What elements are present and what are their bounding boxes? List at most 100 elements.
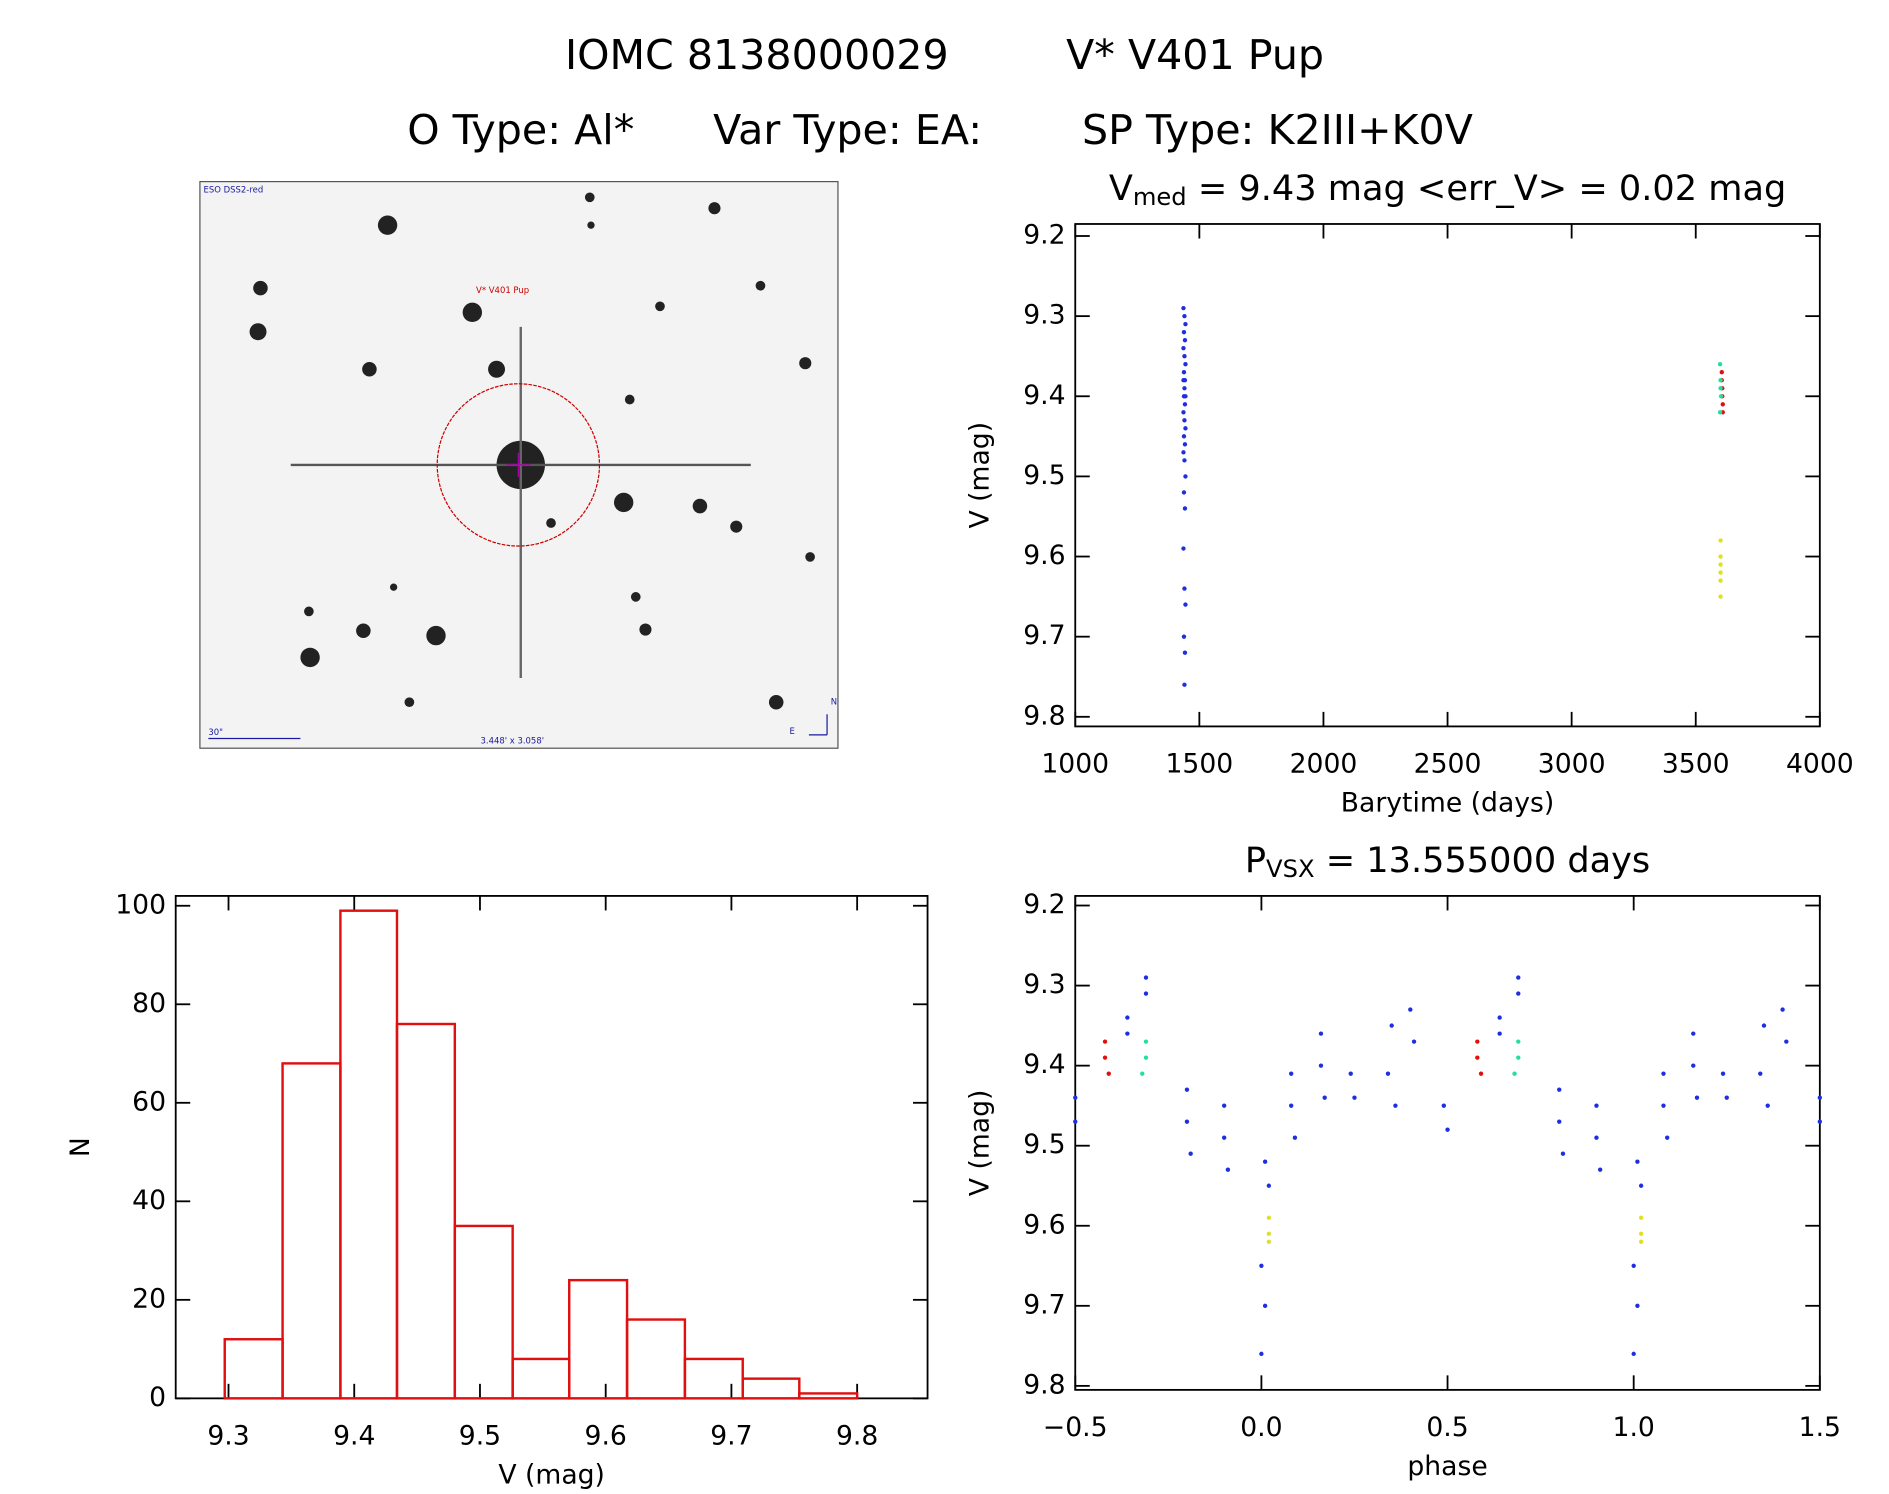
chart-title-part: = 13.555000 days xyxy=(1315,840,1651,881)
y-tick-label: 80 xyxy=(132,988,166,1019)
point xyxy=(1259,1263,1264,1268)
x-tick-label: 9.4 xyxy=(333,1421,375,1452)
point xyxy=(1102,1039,1108,1044)
object-id: IOMC 8138000029 xyxy=(565,31,949,79)
y-tick-label: 9.5 xyxy=(1023,1129,1065,1160)
y-tick-label: 9.5 xyxy=(1023,460,1065,491)
point xyxy=(1182,418,1187,423)
point xyxy=(1393,1103,1398,1108)
point xyxy=(1182,586,1187,591)
chart-title: PVSX = 13.555000 days xyxy=(1245,840,1650,883)
scale-label: 30" xyxy=(208,727,223,737)
point xyxy=(1125,1031,1130,1036)
point xyxy=(1694,1095,1700,1100)
point xyxy=(1182,313,1187,319)
y-axis-label: V (mag) xyxy=(964,422,995,529)
point xyxy=(1182,442,1188,447)
point xyxy=(1635,1303,1640,1308)
point xyxy=(1183,602,1188,607)
point xyxy=(1181,370,1187,375)
point xyxy=(1073,1119,1078,1124)
x-tick-label: 2500 xyxy=(1414,749,1482,780)
point xyxy=(1661,1103,1666,1108)
point xyxy=(1765,1103,1770,1108)
point xyxy=(1188,1151,1193,1156)
point xyxy=(1182,386,1187,391)
point xyxy=(1516,1039,1521,1044)
point xyxy=(1475,1039,1480,1044)
x-tick-label: 9.7 xyxy=(710,1421,752,1452)
y-tick-label: 9.8 xyxy=(1023,700,1065,731)
histogram-bar xyxy=(798,1392,859,1400)
x-tick-label: 1500 xyxy=(1165,749,1233,780)
point xyxy=(1718,386,1723,391)
point xyxy=(1780,1007,1785,1012)
x-tick-label: −0.5 xyxy=(1043,1412,1108,1443)
point xyxy=(1181,305,1186,311)
y-tick-label: 100 xyxy=(115,889,166,920)
point xyxy=(1292,1135,1298,1140)
point xyxy=(1183,474,1188,479)
x-tick-label: 0.0 xyxy=(1240,1412,1282,1443)
point xyxy=(1441,1103,1447,1108)
point xyxy=(1512,1071,1517,1076)
x-axis-label: V (mag) xyxy=(498,1459,605,1490)
histogram-bar xyxy=(741,1377,801,1400)
sky-image xyxy=(199,180,839,749)
y-tick-label: 9.7 xyxy=(1023,1289,1065,1320)
y-tick-label: 9.4 xyxy=(1023,380,1065,411)
point xyxy=(1389,1023,1394,1028)
point xyxy=(1183,321,1188,327)
point xyxy=(1183,362,1188,367)
point xyxy=(1181,329,1187,335)
point xyxy=(1182,354,1187,359)
point xyxy=(1720,402,1725,407)
x-axis-label: phase xyxy=(1407,1451,1487,1482)
y-tick-label: 9.7 xyxy=(1023,620,1065,651)
point xyxy=(1318,1031,1324,1036)
y-axis-label: N xyxy=(65,1137,96,1157)
point xyxy=(1691,1063,1696,1068)
point xyxy=(1106,1071,1111,1076)
y-tick-label: 9.6 xyxy=(1023,1209,1065,1240)
x-tick-label: 1.5 xyxy=(1799,1412,1841,1443)
y-tick-label: 40 xyxy=(132,1185,166,1216)
point xyxy=(1717,410,1723,415)
point xyxy=(1318,1063,1324,1068)
point xyxy=(1718,538,1723,543)
var-type: Var Type: EA: xyxy=(713,106,982,154)
point xyxy=(1560,1151,1566,1156)
point xyxy=(1182,506,1188,511)
y-tick-label: 9.4 xyxy=(1023,1049,1065,1080)
y-tick-label: 0 xyxy=(149,1382,166,1413)
x-tick-label: 9.3 xyxy=(207,1421,249,1452)
histogram-bar xyxy=(625,1318,687,1400)
point xyxy=(1181,346,1186,351)
point xyxy=(1125,1015,1130,1020)
point xyxy=(1719,370,1724,375)
point xyxy=(1718,554,1723,559)
point xyxy=(1497,1015,1502,1020)
y-tick-label: 9.2 xyxy=(1023,889,1065,920)
x-tick-label: 9.8 xyxy=(836,1421,878,1452)
point xyxy=(1661,1071,1666,1076)
object-name: V* V401 Pup xyxy=(1066,31,1324,79)
point xyxy=(1817,1095,1823,1100)
point xyxy=(1143,975,1149,980)
point xyxy=(1478,1071,1484,1076)
chart-title: Vmed = 9.43 mag <err_V> = 0.02 mag xyxy=(1109,168,1786,211)
point xyxy=(1289,1071,1294,1076)
point xyxy=(1266,1239,1272,1244)
x-tick-label: 9.6 xyxy=(585,1421,627,1452)
point xyxy=(1411,1039,1417,1044)
x-tick-label: 9.5 xyxy=(459,1421,501,1452)
x-tick-label: 3000 xyxy=(1538,749,1606,780)
point xyxy=(1182,337,1188,343)
point xyxy=(1718,594,1723,599)
point xyxy=(1266,1231,1272,1236)
y-tick-label: 9.3 xyxy=(1023,969,1065,1000)
object-type: O Type: Al* xyxy=(407,106,634,154)
histogram-bar xyxy=(281,1062,342,1400)
point xyxy=(1784,1039,1789,1044)
